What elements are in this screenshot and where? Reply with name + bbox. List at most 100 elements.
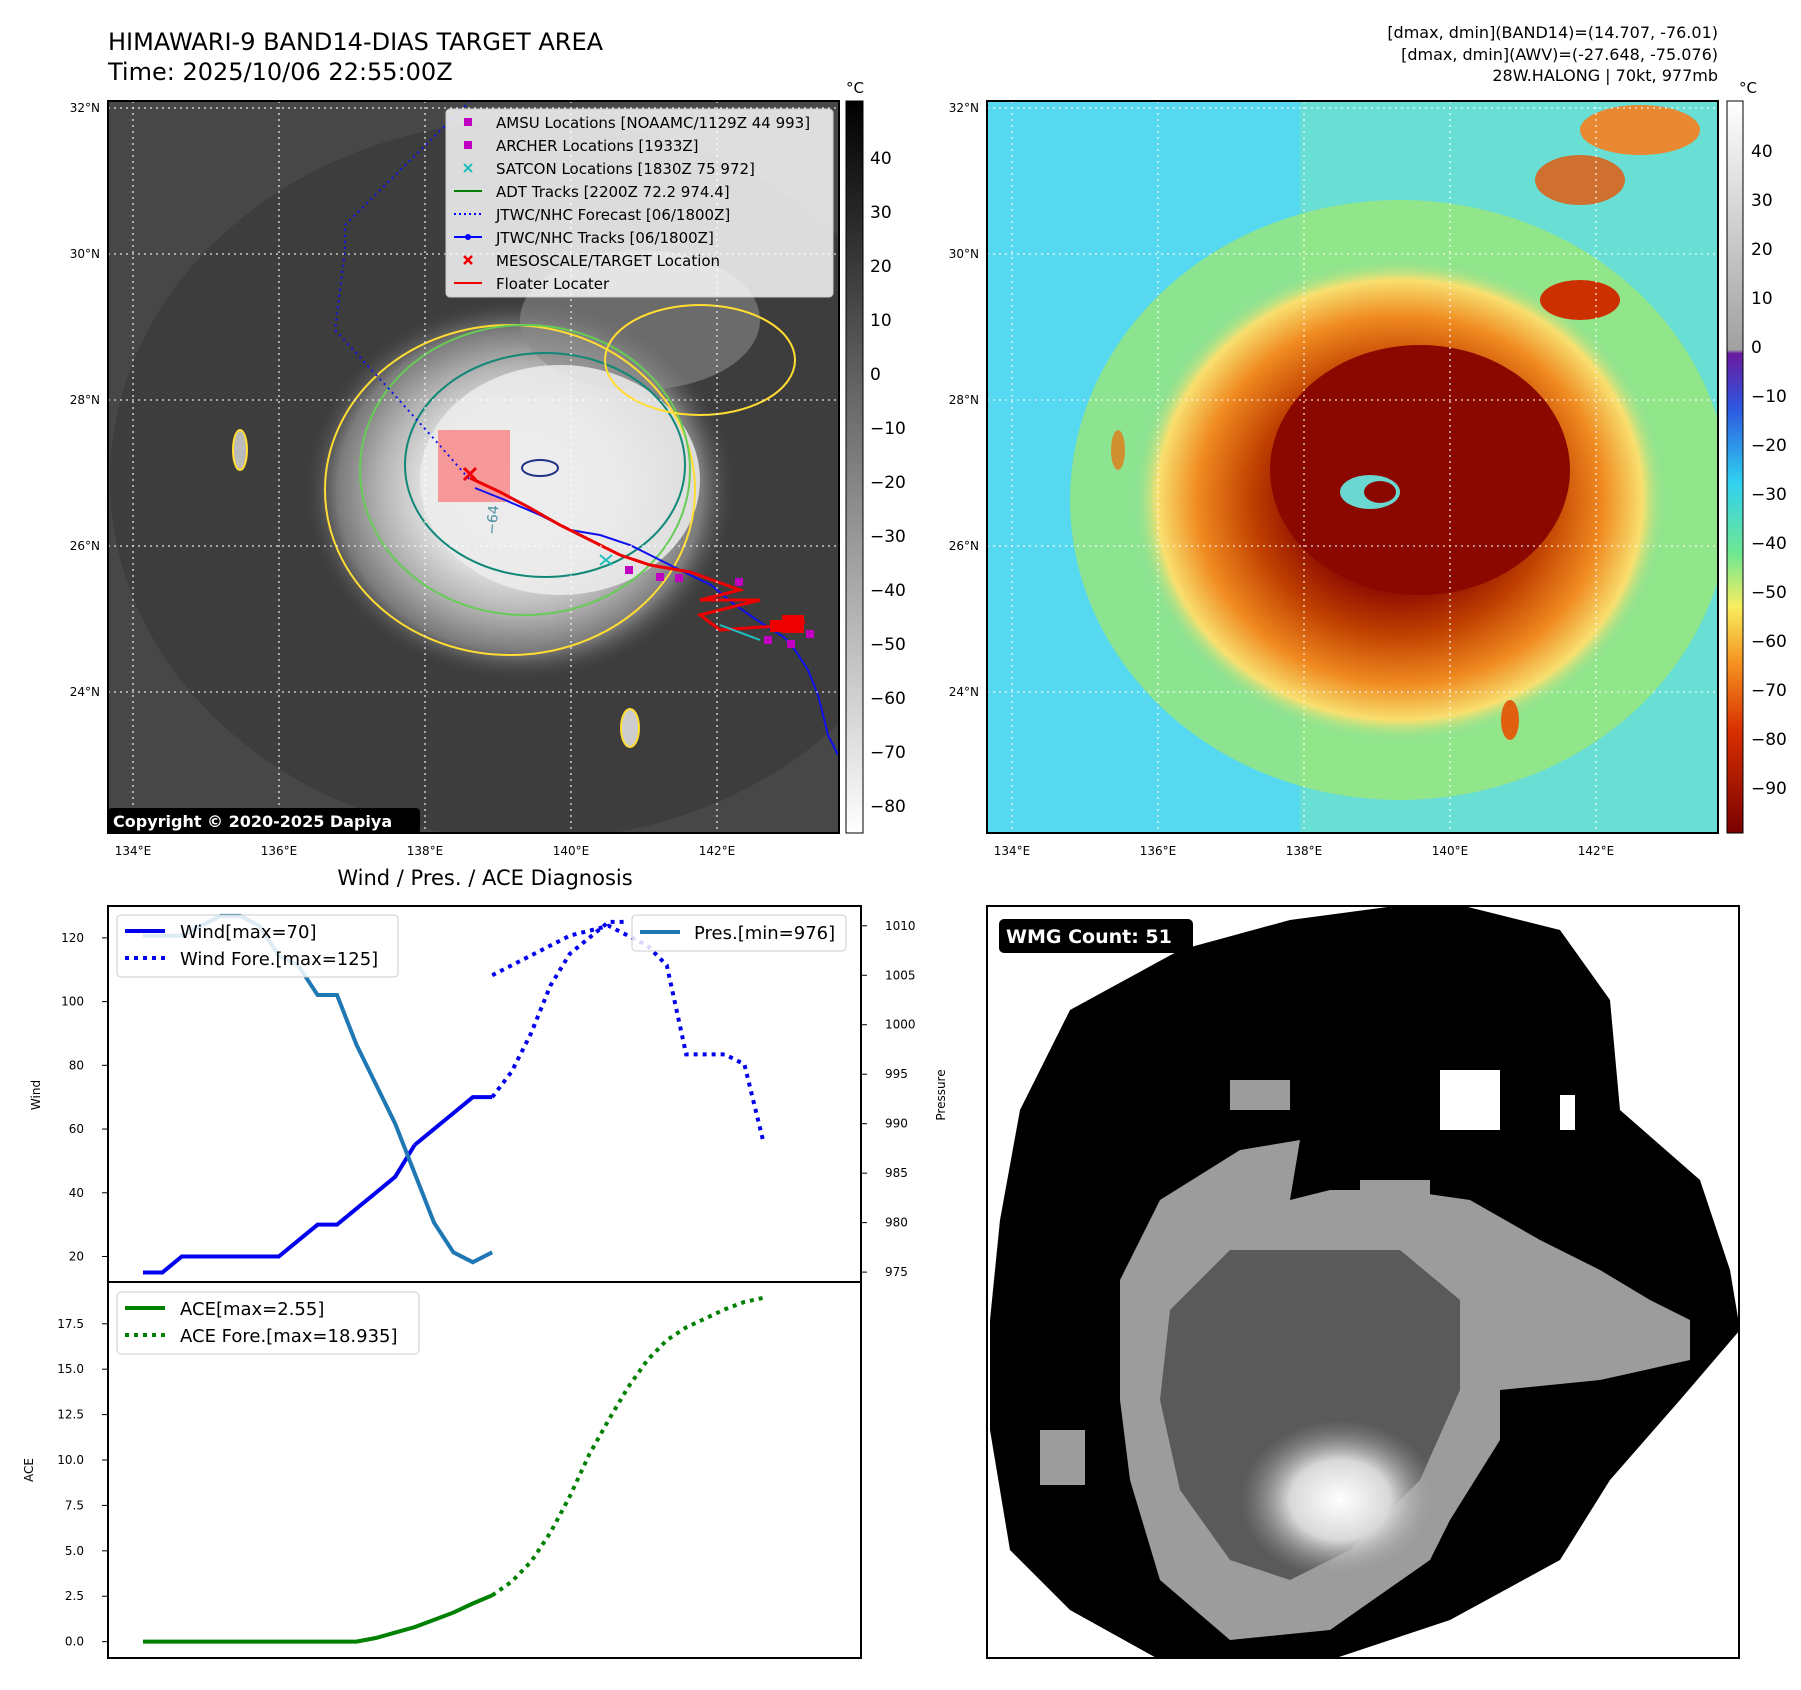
pressure-legend: Pres.[min=976] [631,914,847,952]
ace-tick-label: 17.5 [57,1317,84,1331]
awv-cb-tick: −70 [1751,681,1787,701]
wind-line [143,1143,417,1275]
pressure-tick-label: 1010 [885,919,916,933]
ir-lat-tick: 28°N [70,393,100,407]
ir-lat-tick: 32°N [70,101,100,115]
wind-pressure-chart: 20 40 60 80 100 120 975 980 985 990 995 1000 1005 10… [29,905,948,1283]
ir-lon-tick: 138°E [407,844,444,858]
copyright-text: Copyright © 2020-2025 Dapiya [113,812,392,831]
ace-axis-label: ACE [22,1458,36,1482]
wind-tick-label: 80 [69,1058,84,1072]
ir-lat-tick: 26°N [70,539,100,553]
pressure-tick-label: 990 [885,1117,908,1131]
legend-amsu: AMSU Locations [NOAAMC/1129Z 44 993] [496,114,810,132]
legend-forecast: JTWC/NHC Forecast [06/1800Z] [495,206,730,224]
info-line1: [dmax, dmin](BAND14)=(14.707, -76.01) [1387,23,1718,42]
pressure-tick-label: 980 [885,1216,908,1230]
ir-cb-tick: 20 [870,257,892,277]
legend-mesoscale: MESOSCALE/TARGET Location [496,252,720,270]
ace-tick-label: 0.0 [65,1635,84,1649]
awv-cb-tick: −80 [1751,730,1787,750]
pressure-tick-label: 975 [885,1265,908,1279]
awv-cb-tick: −40 [1751,534,1787,554]
ace-line [143,1593,493,1644]
awv-cb-tick: 0 [1751,338,1762,358]
legend-archer: ARCHER Locations [1933Z] [496,137,699,155]
wind-line [413,1095,493,1147]
awv-cb-tick: 40 [1751,142,1773,162]
copyright-badge: Copyright © 2020-2025 Dapiya [108,808,420,834]
ace-tick-label: 15.0 [57,1362,84,1376]
ir-lon-tick: 134°E [115,844,152,858]
awv-lat-tick: 24°N [949,685,979,699]
wind-legend: Wind[max=70] Wind Fore.[max=125] [116,914,399,978]
floater-track [469,476,806,632]
ace-tick-label: 12.5 [57,1408,84,1422]
ir-cb-tick: −30 [870,527,906,547]
awv-cb-tick: −90 [1751,779,1787,799]
main-title-line1: HIMAWARI-9 BAND14-DIAS TARGET AREA [108,28,604,56]
ir-cb-tick: −80 [870,797,906,817]
wind-tick-label: 120 [61,931,84,945]
awv-cb-tick: 10 [1751,289,1773,309]
legend-wind: Wind[max=70] [180,922,317,943]
ace-tick-label: 10.0 [57,1453,84,1467]
awv-cb-tick: −10 [1751,387,1787,407]
legend-pressure: Pres.[min=976] [694,923,835,944]
awv-lon-tick: 134°E [994,844,1031,858]
ace-tick-label: 5.0 [65,1544,84,1558]
awv-lon-tick: 140°E [1432,844,1469,858]
awv-lon-tick: 142°E [1578,844,1615,858]
ir-lat-tick: 30°N [70,247,100,261]
ir-cb-tick: 0 [870,365,881,385]
awv-lat-tick: 32°N [949,101,979,115]
ace-tick-label: 2.5 [65,1589,84,1603]
pressure-axis-label: Pressure [934,1069,948,1120]
awv-lat-tick: 28°N [949,393,979,407]
awv-lon-tick: 138°E [1286,844,1323,858]
wind-tick-label: 40 [69,1186,84,1200]
ir-cb-tick: −20 [870,473,906,493]
ir-cb-tick: 30 [870,203,892,223]
awv-cb-tick: −60 [1751,632,1787,652]
main-title-line2: Time: 2025/10/06 22:55:00Z [107,58,453,86]
diagnosis-title: Wind / Pres. / ACE Diagnosis [337,866,632,890]
wmg-panel: WMG Count: 51 [986,905,1740,1659]
awv-map-panel [986,100,1719,834]
info-line2: [dmax, dmin](AWV)=(-27.648, -75.076) [1401,45,1718,64]
awv-colorbar-unit: °C [1739,79,1757,97]
wind-axis-label: Wind [29,1080,43,1110]
wind-tick-label: 20 [69,1250,84,1264]
awv-cb-tick: −20 [1751,436,1787,456]
ir-lat-tick: 24°N [70,685,100,699]
awv-cb-tick: 30 [1751,191,1773,211]
pressure-tick-label: 1005 [885,968,916,982]
legend-ace-fore: ACE Fore.[max=18.935] [180,1326,398,1347]
ir-lon-tick: 136°E [261,844,298,858]
wind-tick-label: 100 [61,995,84,1009]
legend-adt: ADT Tracks [2200Z 72.2 974.4] [496,183,730,201]
ir-lon-tick: 140°E [553,844,590,858]
ace-chart: 0.0 2.5 5.0 7.5 10.0 12.5 15.0 17.5 ACE ACE[max… [22,1281,862,1659]
awv-cb-tick: −50 [1751,583,1787,603]
ir-colorbar: °C 40 30 20 10 0 −10 −20 −30 −40 −50 −60… [845,79,906,834]
awv-cb-tick: 20 [1751,240,1773,260]
awv-lat-tick: 30°N [949,247,979,261]
awv-colorbar: °C 40 30 20 10 0 −10 −20 −30 −40 −50 −60… [1726,79,1787,834]
legend-wind-fore: Wind Fore.[max=125] [180,949,378,970]
legend-ace: ACE[max=2.55] [180,1299,324,1320]
ace-tick-label: 7.5 [65,1498,84,1512]
wind-tick-label: 60 [69,1122,84,1136]
ir-legend: AMSU Locations [NOAAMC/1129Z 44 993] ARC… [445,108,834,298]
info-line3: 28W.HALONG | 70kt, 977mb [1492,66,1718,85]
ir-lon-tick: 142°E [699,844,736,858]
ace-legend: ACE[max=2.55] ACE Fore.[max=18.935] [116,1291,420,1355]
pressure-tick-label: 995 [885,1067,908,1081]
ir-cb-tick: 40 [870,149,892,169]
ir-cb-tick: 10 [870,311,892,331]
wind-forecast-line [490,919,628,1099]
ace-forecast-line [491,1295,765,1597]
ir-cb-tick: −40 [870,581,906,601]
legend-floater: Floater Locater [496,275,610,293]
pressure-tick-label: 1000 [885,1018,916,1032]
